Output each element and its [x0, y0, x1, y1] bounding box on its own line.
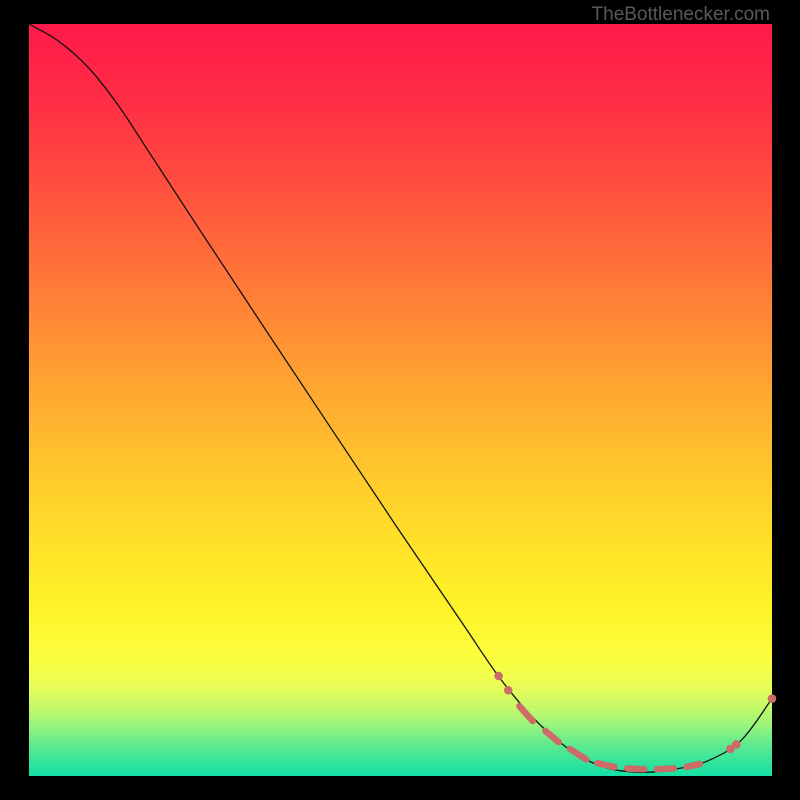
plot-area [29, 24, 772, 776]
marker-dot [504, 686, 513, 695]
chart-container: TheBottlenecker.com [0, 0, 800, 800]
marker-dot [768, 694, 777, 703]
attribution-label: TheBottlenecker.com [592, 4, 770, 26]
dash-segment [687, 764, 700, 767]
chart-svg [29, 24, 772, 776]
dash-segment [627, 768, 644, 769]
marker-dot [732, 740, 741, 749]
gradient-background [29, 24, 772, 776]
dash-segment [657, 768, 674, 769]
dash-segment [597, 763, 614, 767]
marker-dot [494, 672, 503, 681]
